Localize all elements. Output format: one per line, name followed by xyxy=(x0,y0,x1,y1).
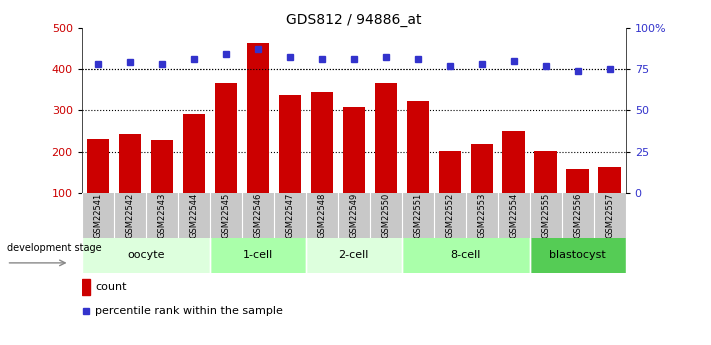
Bar xyxy=(594,193,626,238)
Bar xyxy=(215,83,237,235)
Bar xyxy=(530,193,562,238)
Text: GSM22548: GSM22548 xyxy=(317,193,326,238)
Bar xyxy=(562,193,594,238)
Text: 2-cell: 2-cell xyxy=(338,250,369,260)
Text: count: count xyxy=(95,282,127,292)
Bar xyxy=(274,193,306,238)
Text: GSM22550: GSM22550 xyxy=(381,193,390,238)
Text: GSM22542: GSM22542 xyxy=(125,193,134,238)
Text: GSM22546: GSM22546 xyxy=(253,193,262,238)
Text: 8-cell: 8-cell xyxy=(451,250,481,260)
Text: oocyte: oocyte xyxy=(127,250,164,260)
Text: GSM22544: GSM22544 xyxy=(189,193,198,238)
Text: percentile rank within the sample: percentile rank within the sample xyxy=(95,306,283,316)
Bar xyxy=(210,193,242,238)
Bar xyxy=(178,193,210,238)
Text: GSM22556: GSM22556 xyxy=(573,193,582,238)
Bar xyxy=(306,193,338,238)
Bar xyxy=(146,193,178,238)
Bar xyxy=(434,193,466,238)
Bar xyxy=(82,193,114,238)
Text: GSM22543: GSM22543 xyxy=(157,193,166,238)
Text: GSM22547: GSM22547 xyxy=(285,193,294,238)
Text: blastocyst: blastocyst xyxy=(550,250,606,260)
Text: GSM22557: GSM22557 xyxy=(605,193,614,238)
Bar xyxy=(466,193,498,238)
Bar xyxy=(567,169,589,235)
Text: GSM22553: GSM22553 xyxy=(477,193,486,238)
Bar xyxy=(183,114,205,235)
Bar xyxy=(439,150,461,235)
Text: 1-cell: 1-cell xyxy=(242,250,273,260)
Bar xyxy=(247,43,269,235)
Bar xyxy=(535,150,557,235)
Text: GSM22554: GSM22554 xyxy=(509,193,518,238)
Bar xyxy=(82,279,90,295)
Bar xyxy=(338,193,370,238)
Bar xyxy=(279,95,301,235)
Text: development stage: development stage xyxy=(6,243,101,253)
Text: GSM22555: GSM22555 xyxy=(541,193,550,238)
Text: GSM22549: GSM22549 xyxy=(349,193,358,238)
Text: GSM22551: GSM22551 xyxy=(413,193,422,238)
Bar xyxy=(151,140,173,235)
Bar xyxy=(114,193,146,238)
Bar xyxy=(407,101,429,235)
Bar xyxy=(87,139,109,235)
Bar xyxy=(311,92,333,235)
Bar xyxy=(343,107,365,235)
Bar xyxy=(375,83,397,235)
Bar xyxy=(306,238,402,273)
Bar xyxy=(471,144,493,235)
Title: GDS812 / 94886_at: GDS812 / 94886_at xyxy=(286,12,422,27)
Text: GSM22545: GSM22545 xyxy=(221,193,230,238)
Bar xyxy=(402,238,530,273)
Bar xyxy=(82,238,210,273)
Text: GSM22541: GSM22541 xyxy=(93,193,102,238)
Bar xyxy=(242,193,274,238)
Bar xyxy=(530,238,626,273)
Text: GSM22552: GSM22552 xyxy=(445,193,454,238)
Bar xyxy=(503,131,525,235)
Bar xyxy=(119,134,141,235)
Bar xyxy=(402,193,434,238)
Bar xyxy=(210,238,306,273)
Bar xyxy=(599,167,621,235)
Bar xyxy=(498,193,530,238)
Bar xyxy=(370,193,402,238)
